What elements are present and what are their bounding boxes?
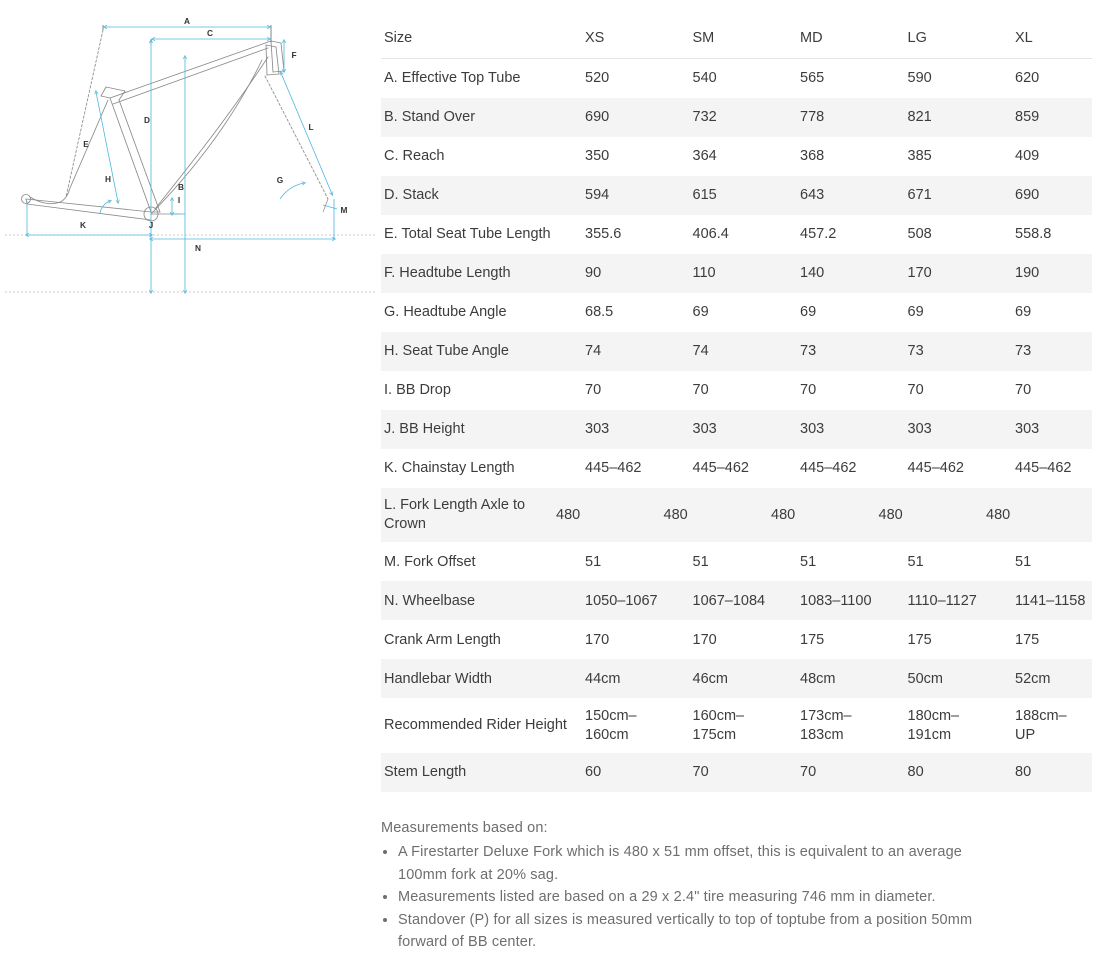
svg-text:D: D xyxy=(144,115,150,125)
svg-text:M: M xyxy=(341,205,348,215)
svg-text:E: E xyxy=(83,139,89,149)
svg-text:B: B xyxy=(178,182,184,192)
svg-text:I: I xyxy=(178,195,180,205)
svg-text:C: C xyxy=(207,28,213,38)
svg-text:J: J xyxy=(149,221,153,230)
svg-text:A: A xyxy=(184,16,190,26)
svg-text:N: N xyxy=(195,243,201,253)
svg-text:H: H xyxy=(105,174,111,184)
svg-text:K: K xyxy=(80,220,86,230)
svg-text:F: F xyxy=(291,50,296,60)
svg-text:G: G xyxy=(277,175,283,185)
svg-text:L: L xyxy=(308,122,313,132)
